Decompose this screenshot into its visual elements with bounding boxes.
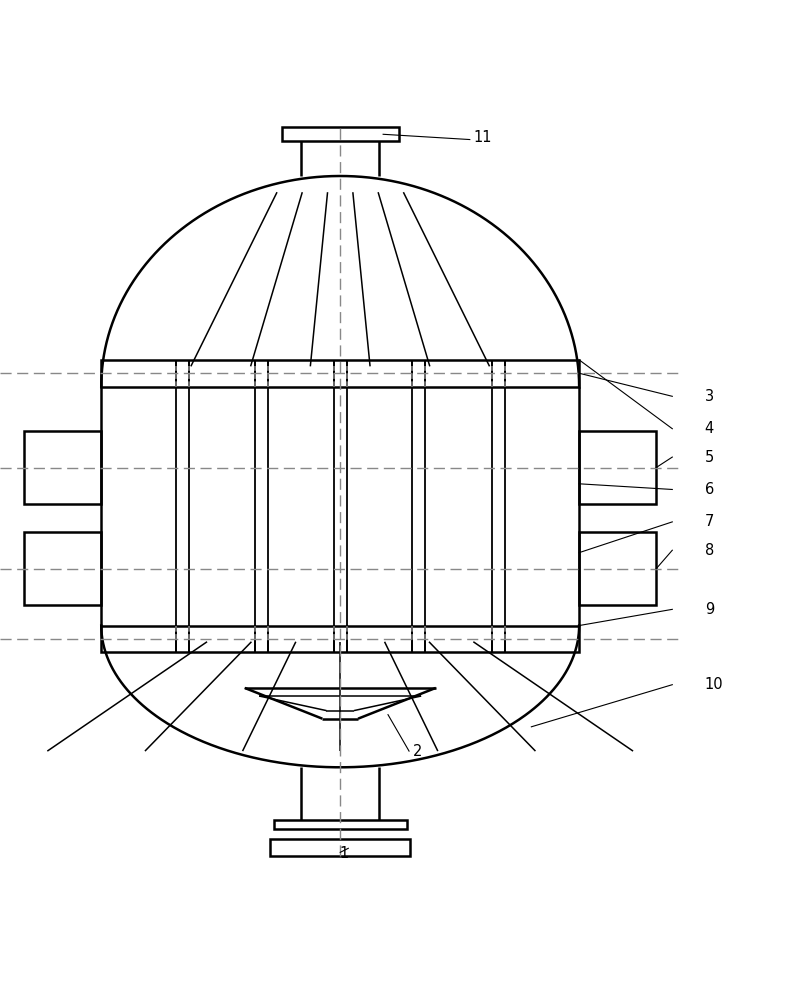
Text: 6: 6 — [705, 482, 714, 497]
Text: 1: 1 — [339, 846, 349, 861]
Bar — [579, 431, 656, 504]
Text: 2: 2 — [413, 744, 423, 759]
Bar — [101, 360, 579, 387]
Text: 11: 11 — [474, 130, 492, 145]
Bar — [24, 532, 101, 605]
Text: 5: 5 — [705, 450, 714, 465]
Bar — [24, 431, 101, 504]
Bar — [101, 626, 579, 652]
Bar — [271, 839, 410, 856]
Bar — [282, 127, 399, 141]
Text: 9: 9 — [705, 602, 714, 617]
Text: 3: 3 — [705, 389, 714, 404]
Text: 4: 4 — [705, 421, 714, 436]
Bar — [579, 532, 656, 605]
Bar — [274, 820, 407, 829]
Text: 10: 10 — [705, 677, 723, 692]
Text: 7: 7 — [705, 514, 714, 529]
Text: 8: 8 — [705, 543, 714, 558]
